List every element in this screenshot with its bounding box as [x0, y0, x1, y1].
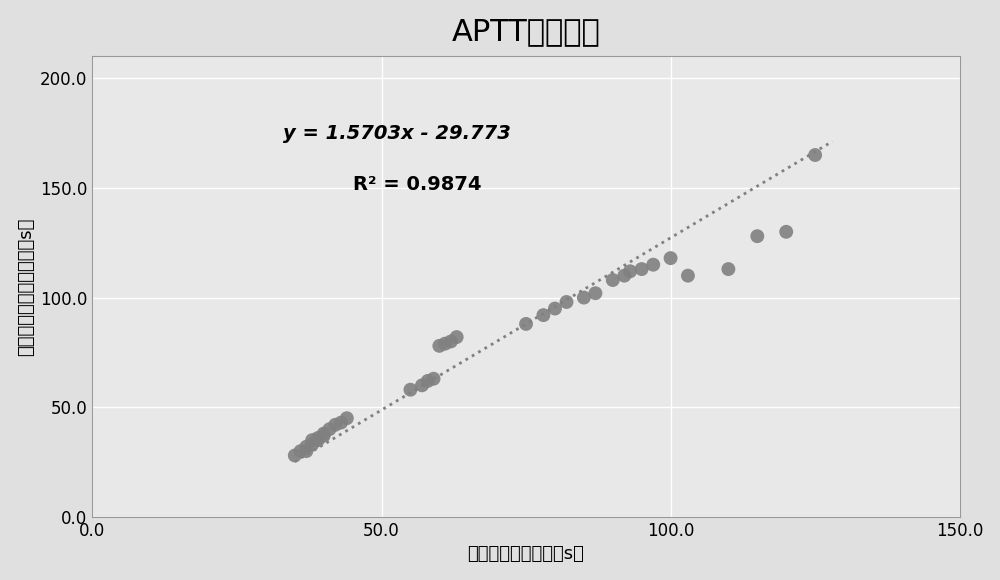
Point	[449, 332, 465, 342]
Point	[778, 227, 794, 237]
Point	[339, 414, 355, 423]
Point	[622, 267, 638, 276]
Point	[304, 440, 320, 449]
Point	[287, 451, 303, 460]
Point	[559, 298, 575, 307]
Point	[616, 271, 632, 280]
Point	[321, 425, 337, 434]
Point	[645, 260, 661, 269]
Point	[298, 447, 314, 456]
Point	[680, 271, 696, 280]
Point	[402, 385, 418, 394]
Point	[316, 431, 332, 440]
Point	[443, 337, 459, 346]
Point	[437, 339, 453, 348]
Point	[316, 429, 332, 438]
Point	[310, 436, 326, 445]
Point	[576, 293, 592, 302]
Point	[310, 433, 326, 443]
Point	[426, 374, 442, 383]
Text: y = 1.5703x - 29.773: y = 1.5703x - 29.773	[283, 124, 511, 143]
Point	[663, 253, 679, 263]
Point	[298, 442, 314, 451]
Point	[587, 289, 603, 298]
Point	[414, 380, 430, 390]
Point	[634, 264, 650, 274]
Point	[293, 447, 309, 456]
Point	[547, 304, 563, 313]
Point	[720, 264, 736, 274]
Point	[420, 376, 436, 386]
Point	[431, 341, 447, 350]
Y-axis label: 大型全自动凝血分析仪（s）: 大型全自动凝血分析仪（s）	[17, 218, 35, 356]
Point	[749, 231, 765, 241]
Point	[327, 420, 343, 429]
Point	[333, 418, 349, 427]
Point	[518, 319, 534, 328]
Text: R² = 0.9874: R² = 0.9874	[353, 175, 481, 194]
Point	[807, 150, 823, 160]
X-axis label: 小型凝血分析系统（s）: 小型凝血分析系统（s）	[468, 545, 584, 563]
Title: APTT校正方程: APTT校正方程	[452, 17, 600, 46]
Point	[304, 436, 320, 445]
Point	[535, 310, 551, 320]
Point	[605, 276, 621, 285]
